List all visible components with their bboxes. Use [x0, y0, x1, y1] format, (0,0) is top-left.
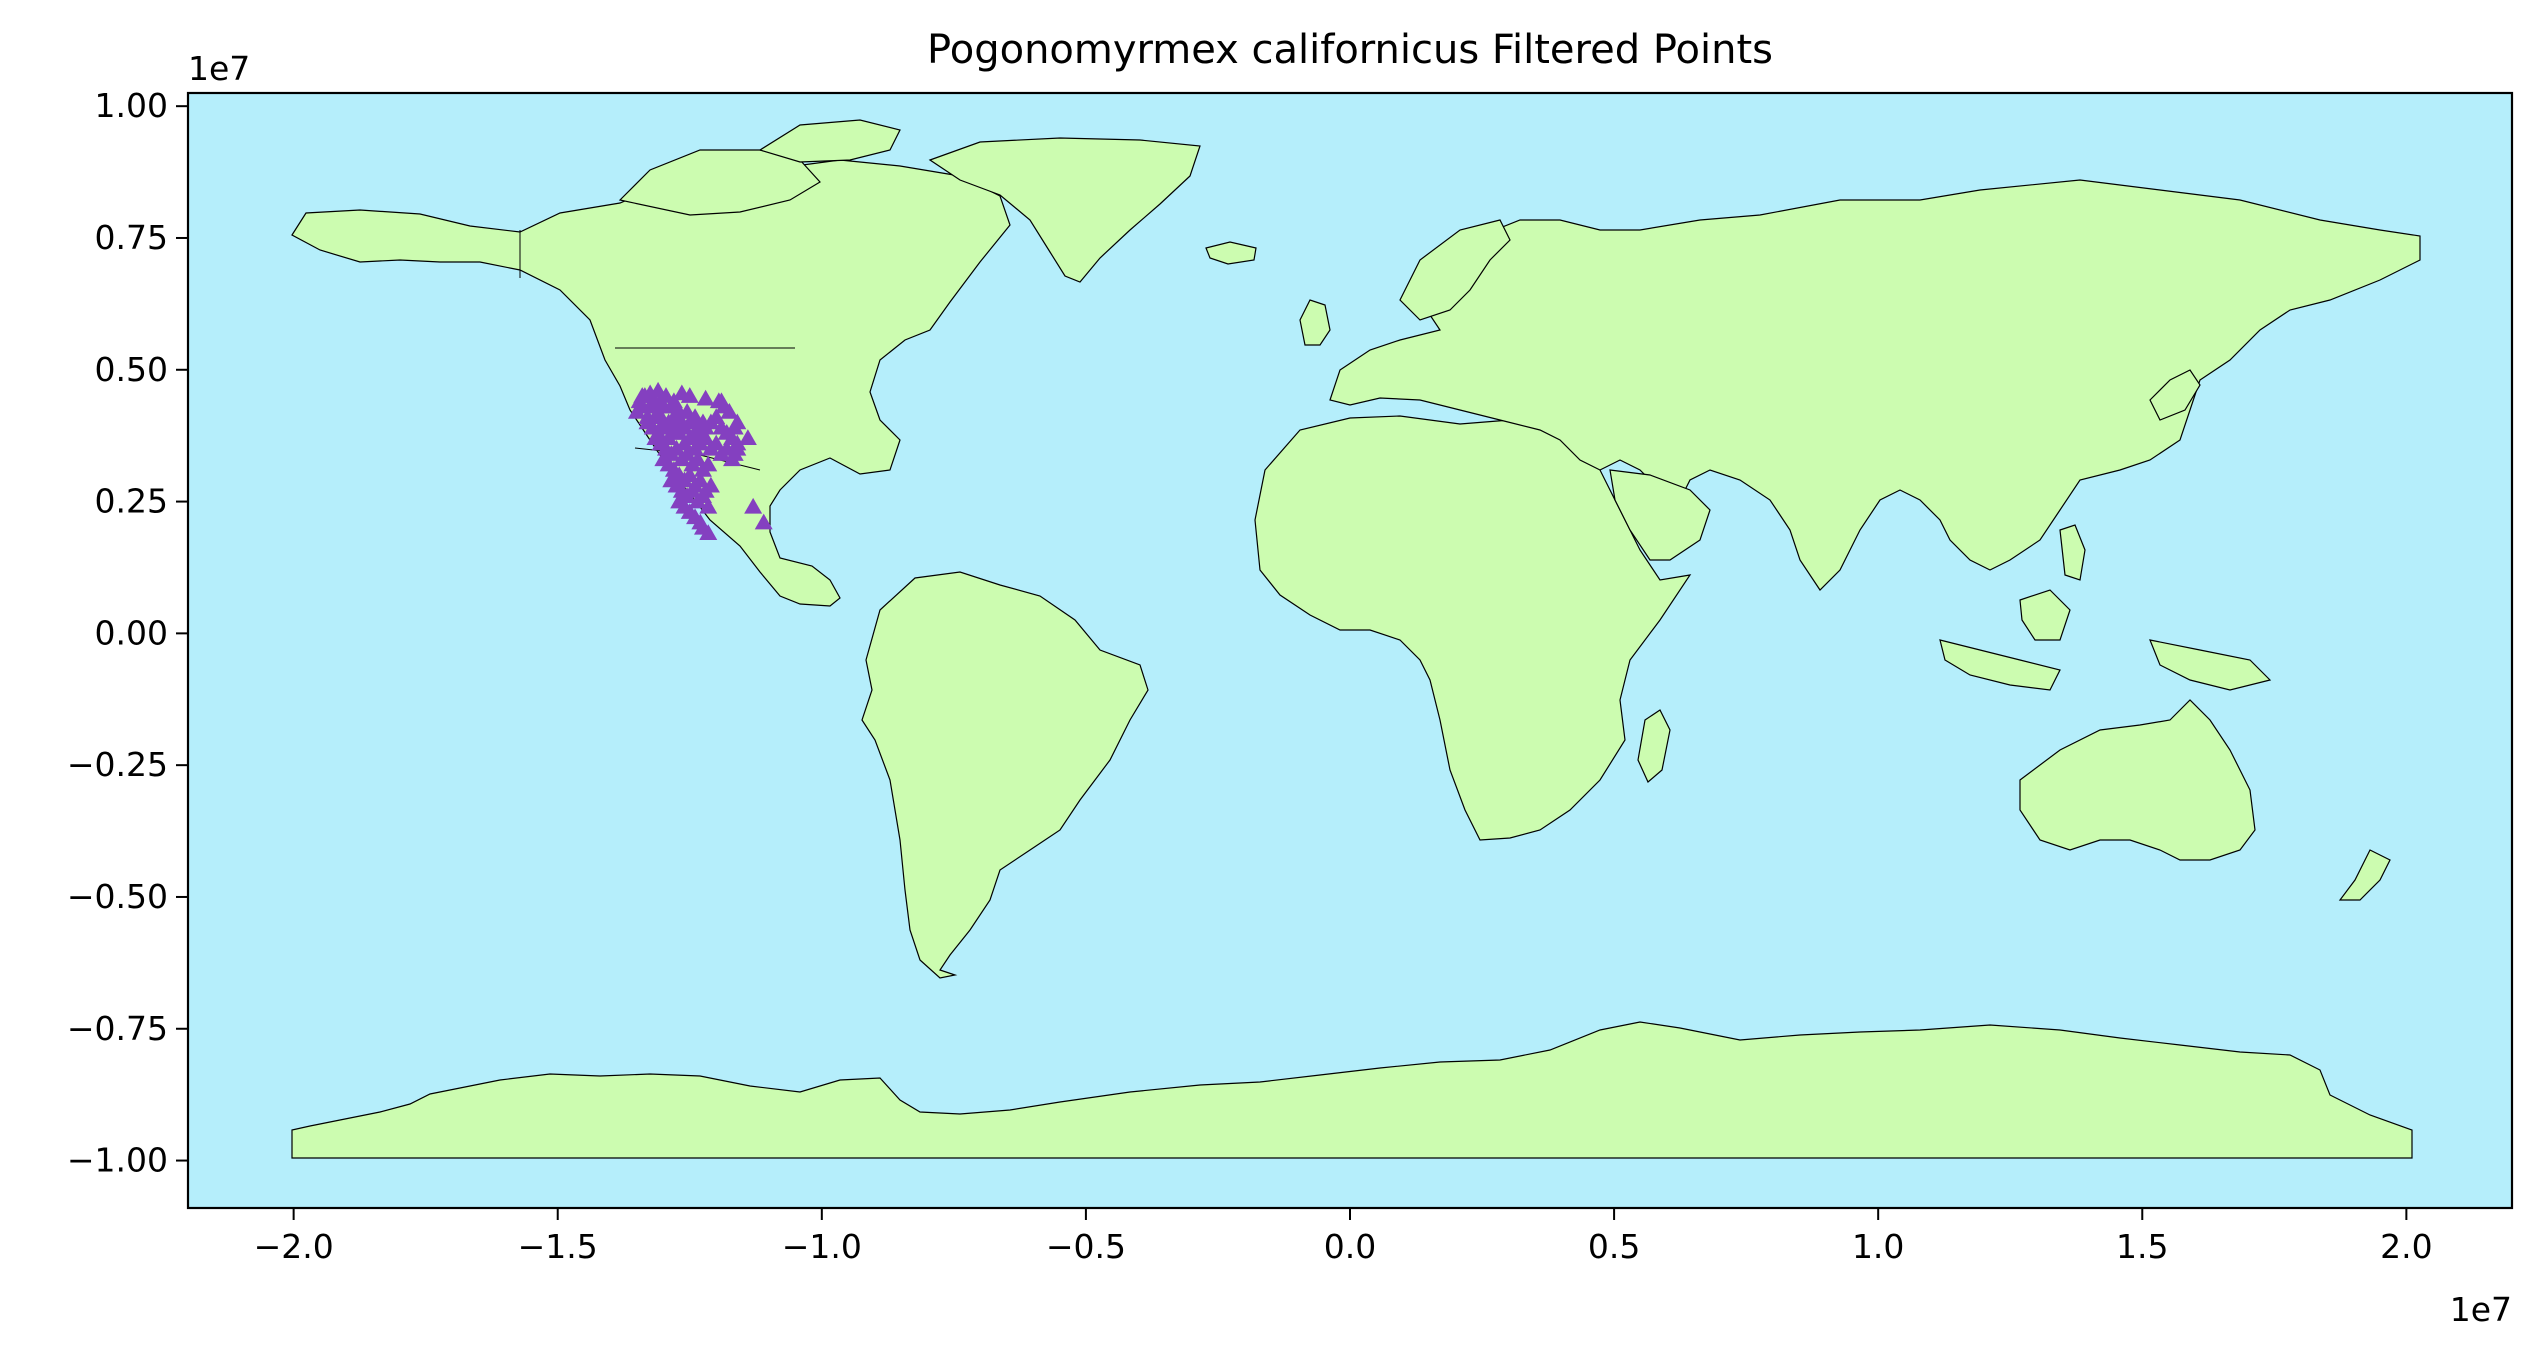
y-tick-label: 1.00	[95, 86, 168, 125]
x-tick-label: 1.0	[1852, 1227, 1904, 1266]
y-tick-label: −0.25	[67, 745, 168, 784]
landmass-australia	[2019, 699, 2256, 861]
occurrence-point	[712, 392, 731, 409]
chart-title: Pogonomyrmex californicus Filtered Point…	[927, 27, 1773, 73]
occurrence-point	[683, 482, 702, 498]
occurrence-point	[699, 497, 718, 514]
landmass-arabia	[1609, 469, 1711, 561]
occurrence-point	[670, 424, 689, 440]
x-tick-label: 2.0	[2380, 1227, 2432, 1266]
landmass-greenland	[928, 137, 1201, 283]
occurrence-point	[701, 476, 720, 493]
x-tick-label: 0.0	[1324, 1227, 1376, 1266]
x-axis-ticks: −2.0 −1.5 −1.0 −0.5 0.0 0.5 1.0 1.5 2.0	[254, 1208, 2433, 1266]
occurrence-point	[641, 397, 660, 414]
occurrence-point	[680, 429, 699, 446]
landmass-new-zealand	[2338, 849, 2391, 901]
landmass-borneo	[2019, 589, 2071, 641]
x-offset-label: 1e7	[2450, 1290, 2512, 1329]
landmass-arctic-islands-north	[758, 119, 901, 163]
occurrence-point	[754, 513, 773, 530]
x-tick-label: −1.5	[518, 1227, 598, 1266]
occurrence-point	[667, 439, 686, 456]
x-tick-label: −2.0	[254, 1227, 334, 1266]
y-tick-label: 0.25	[95, 482, 168, 521]
occurrence-point	[696, 389, 715, 406]
landmass-arctic-islands	[618, 149, 821, 216]
landmass-japan	[2149, 369, 2201, 421]
occurrence-point	[680, 387, 699, 403]
occurrence-point	[678, 402, 697, 419]
occurrence-point	[728, 413, 747, 430]
landmass-madagascar	[1637, 709, 1671, 783]
occurrence-point	[738, 429, 757, 446]
occurrence-point	[699, 455, 718, 472]
y-axis-ticks: 1.00 0.75 0.50 0.25 0.00 −0.25 −0.50 −0.75 −1.00	[67, 86, 188, 1180]
x-tick-label: −1.0	[782, 1227, 862, 1266]
landmass-scandinavia	[1399, 219, 1511, 321]
x-tick-label: 0.5	[1588, 1227, 1640, 1266]
landmass-philippines	[2059, 524, 2086, 581]
landmass-new-guinea	[2149, 639, 2272, 691]
x-tick-label: −0.5	[1046, 1227, 1126, 1266]
occurrence-point	[688, 450, 707, 467]
occurrence-point	[678, 445, 697, 461]
occurrence-point	[707, 434, 726, 451]
occurrence-point	[693, 487, 712, 504]
occurrence-points	[627, 381, 773, 540]
y-tick-label: 0.00	[95, 613, 168, 652]
occurrence-point	[728, 439, 747, 456]
occurrence-point	[680, 466, 699, 482]
landmass-south-america	[861, 571, 1149, 979]
occurrence-point	[707, 408, 726, 424]
occurrence-point	[691, 471, 710, 488]
occurrence-point	[720, 402, 739, 419]
y-tick-label: −0.50	[67, 877, 168, 916]
landmass-iceland	[1205, 241, 1257, 265]
land-masses	[291, 119, 2421, 1159]
landmass-antarctica	[291, 1021, 2413, 1159]
y-tick-label: −0.75	[67, 1009, 168, 1048]
occurrence-point	[696, 429, 715, 446]
landmass-eurasia	[1329, 179, 2421, 591]
occurrence-point	[699, 524, 718, 540]
occurrence-point	[654, 413, 673, 430]
x-tick-label: 1.5	[2116, 1227, 2168, 1266]
occurrence-point	[693, 413, 712, 430]
y-tick-label: 0.75	[95, 218, 168, 257]
landmass-indonesia	[1939, 639, 2061, 691]
y-tick-label: 0.50	[95, 350, 168, 389]
landmass-britain	[1299, 299, 1331, 346]
occurrence-point	[744, 497, 763, 514]
y-tick-label: −1.00	[67, 1141, 168, 1180]
occurrence-point	[664, 392, 683, 409]
y-offset-label: 1e7	[188, 49, 250, 88]
